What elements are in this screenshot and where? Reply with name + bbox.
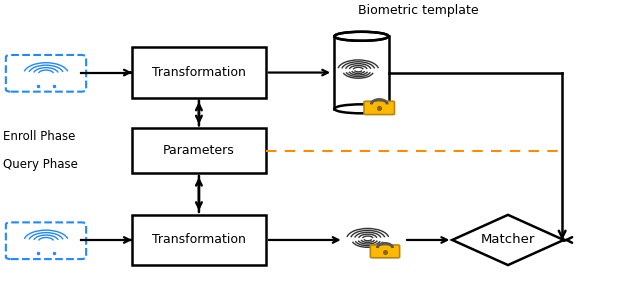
Text: Enroll Phase: Enroll Phase [3, 130, 75, 143]
FancyBboxPatch shape [6, 55, 86, 92]
FancyBboxPatch shape [371, 245, 399, 258]
Polygon shape [452, 215, 564, 265]
Ellipse shape [334, 32, 388, 41]
FancyBboxPatch shape [364, 101, 394, 115]
Bar [334, 36, 388, 109]
Bar [132, 128, 266, 173]
Text: Parameters: Parameters [163, 144, 235, 157]
Bar [132, 215, 266, 265]
Ellipse shape [334, 104, 388, 113]
Bar [132, 47, 266, 98]
Text: Query Phase: Query Phase [3, 158, 77, 171]
Text: Transformation: Transformation [152, 66, 246, 79]
Text: Biometric template: Biometric template [358, 4, 479, 17]
Text: Transformation: Transformation [152, 233, 246, 247]
Text: Matcher: Matcher [481, 233, 535, 247]
FancyBboxPatch shape [6, 223, 86, 259]
